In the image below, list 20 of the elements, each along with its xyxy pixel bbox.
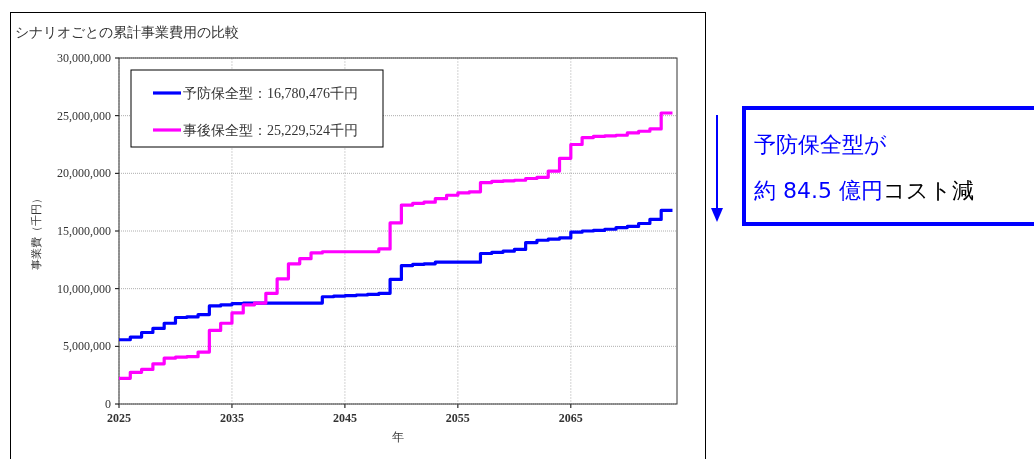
x-tick-label: 2025 [107,411,131,425]
y-tick-label: 15,000,000 [57,224,111,238]
text: 約 84.5 億円 [754,178,883,203]
y-tick-label: 5,000,000 [63,339,111,354]
y-tick-label: 25,000,000 [57,108,111,123]
y-tick-label: 30,000,000 [57,51,111,65]
y-axis-title: 事業費（千円） [30,192,42,270]
y-tick-label: 0 [105,397,111,411]
x-axis-title: 年 [392,430,404,444]
legend-label: 事後保全型：25,229,524千円 [183,123,358,138]
chart-title: シナリオごとの累計事業費用の比較 [15,25,239,40]
x-tick-label: 2045 [332,411,357,425]
x-tick-label: 2055 [445,411,470,425]
y-tick-label: 20,000,000 [57,166,111,181]
x-tick-label: 2065 [558,411,583,425]
legend-label: 予防保全型：16,780,476千円 [183,86,358,101]
y-tick-label: 10,000,000 [57,281,111,296]
x-tick-label: 2035 [219,411,244,425]
text: 予防保全型が [754,132,887,157]
text: コスト減 [882,178,974,203]
